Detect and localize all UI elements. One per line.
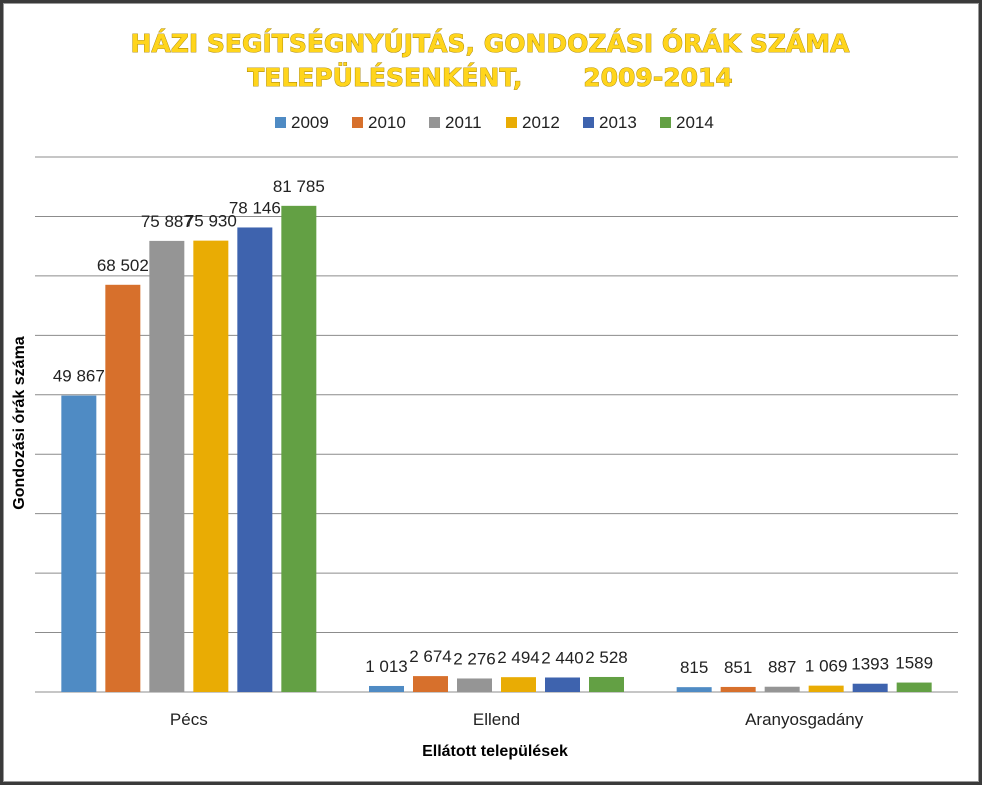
bar — [237, 227, 273, 692]
bar — [105, 284, 141, 692]
bar — [413, 676, 448, 692]
bar — [896, 682, 932, 692]
data-label: 78 146 — [229, 198, 281, 217]
legend-swatch — [275, 117, 286, 128]
data-label: 887 — [768, 658, 796, 677]
category-label: Aranyosgadány — [745, 710, 864, 729]
legend-label: 2013 — [599, 113, 637, 132]
data-label: 2 440 — [541, 648, 584, 667]
legend-swatch — [429, 117, 440, 128]
data-label: 81 785 — [273, 177, 325, 196]
bar — [589, 676, 624, 692]
legend-label: 2014 — [676, 113, 714, 132]
data-label: 1393 — [851, 655, 889, 674]
chart-title-line-1: HÁZI SEGÍTSÉGNYÚJTÁS, GONDOZÁSI ÓRÁK SZÁ… — [130, 28, 850, 58]
legend-label: 2012 — [522, 113, 560, 132]
bar — [61, 395, 97, 692]
category-labels: Pécs Ellend Aranyosgadány — [170, 710, 864, 729]
x-axis-title: Ellátott települések — [422, 743, 568, 760]
data-label: 49 867 — [53, 367, 105, 386]
legend-swatch — [352, 117, 363, 128]
gridlines — [35, 156, 958, 693]
data-label: 2 674 — [409, 647, 452, 666]
data-label: 851 — [724, 658, 752, 677]
bar — [149, 240, 185, 692]
data-label: 1 013 — [365, 657, 408, 676]
bar — [808, 685, 844, 692]
data-label: 815 — [680, 658, 708, 677]
bar — [545, 677, 580, 692]
data-label: 2 276 — [453, 649, 496, 668]
legend-label: 2010 — [368, 113, 406, 132]
data-label: 1 069 — [805, 657, 848, 676]
bar — [501, 677, 536, 692]
data-label: 1589 — [895, 654, 933, 673]
legend-swatch — [506, 117, 517, 128]
category-label: Ellend — [473, 710, 520, 729]
y-axis-title: Gondozási órák száma — [11, 336, 28, 509]
bar — [457, 678, 492, 692]
data-label: 2 528 — [585, 648, 628, 667]
category-label: Pécs — [170, 710, 208, 729]
data-label: 68 502 — [97, 256, 149, 275]
bar — [369, 685, 404, 692]
bars — [61, 205, 932, 692]
data-label: 75 930 — [185, 212, 237, 231]
data-label: 2 494 — [497, 648, 540, 667]
bar — [676, 687, 712, 692]
legend-swatch — [583, 117, 594, 128]
bar — [720, 686, 756, 692]
legend: 2009 2010 2011 2012 2013 2014 — [275, 113, 714, 132]
bar — [852, 683, 888, 692]
legend-swatch — [660, 117, 671, 128]
legend-label: 2009 — [291, 113, 329, 132]
chart-title-line-2: TELEPÜLÉSENKÉNT, 2009-2014 — [247, 62, 733, 92]
bar — [281, 205, 317, 692]
data-label: 75 887 — [141, 212, 193, 231]
legend-label: 2011 — [445, 113, 482, 132]
bar — [193, 240, 229, 692]
bar — [764, 686, 800, 692]
